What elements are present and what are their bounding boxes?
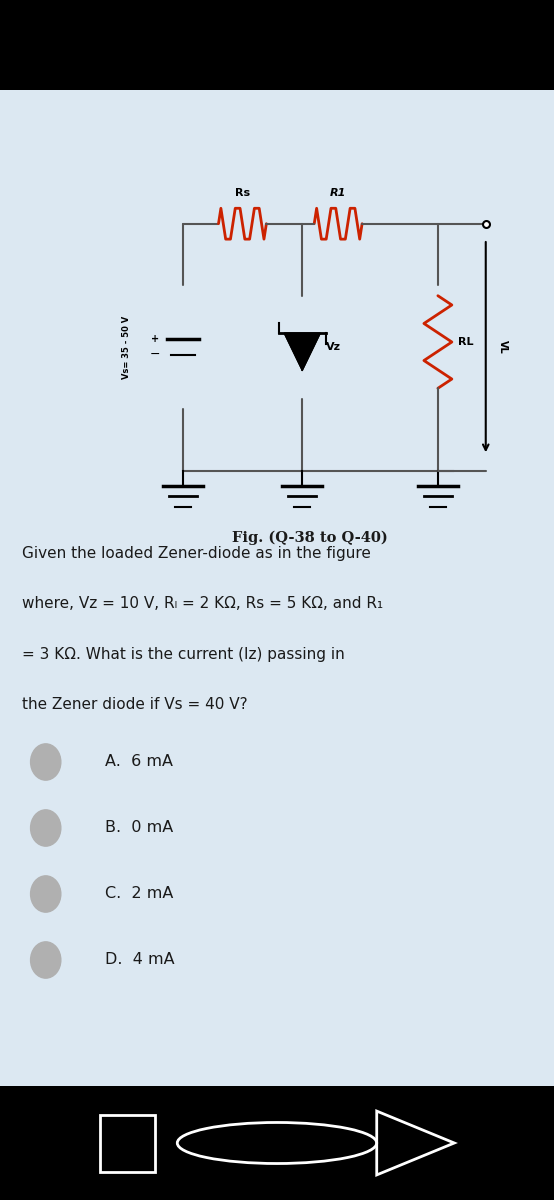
Polygon shape (284, 334, 320, 371)
Text: RL: RL (458, 337, 473, 347)
Text: VL: VL (497, 341, 507, 354)
Circle shape (30, 876, 61, 912)
Text: B.  0 mA: B. 0 mA (105, 821, 173, 835)
Text: C.  2 mA: C. 2 mA (105, 887, 173, 901)
Text: D.  4 mA: D. 4 mA (105, 953, 175, 967)
Text: R1: R1 (330, 188, 346, 198)
Text: −: − (150, 348, 160, 361)
Text: A.  6 mA: A. 6 mA (105, 755, 173, 769)
Bar (100, 1115, 155, 1171)
Circle shape (30, 744, 61, 780)
Text: the Zener diode if Vs = 40 V?: the Zener diode if Vs = 40 V? (22, 697, 248, 712)
Text: = 3 KΩ. What is the current (Iz) passing in: = 3 KΩ. What is the current (Iz) passing… (22, 647, 345, 661)
Text: Vs= 35 - 50 V: Vs= 35 - 50 V (122, 316, 131, 379)
Text: Rs: Rs (235, 188, 250, 198)
Text: Given the loaded Zener-diode as in the figure: Given the loaded Zener-diode as in the f… (22, 546, 371, 560)
Text: Fig. (Q-38 to Q-40): Fig. (Q-38 to Q-40) (232, 530, 388, 545)
Text: Vz: Vz (326, 342, 341, 352)
Text: where, Vz = 10 V, Rₗ = 2 KΩ, Rs = 5 KΩ, and R₁: where, Vz = 10 V, Rₗ = 2 KΩ, Rs = 5 KΩ, … (22, 596, 383, 611)
Circle shape (30, 810, 61, 846)
Text: +: + (151, 335, 159, 344)
Circle shape (30, 942, 61, 978)
